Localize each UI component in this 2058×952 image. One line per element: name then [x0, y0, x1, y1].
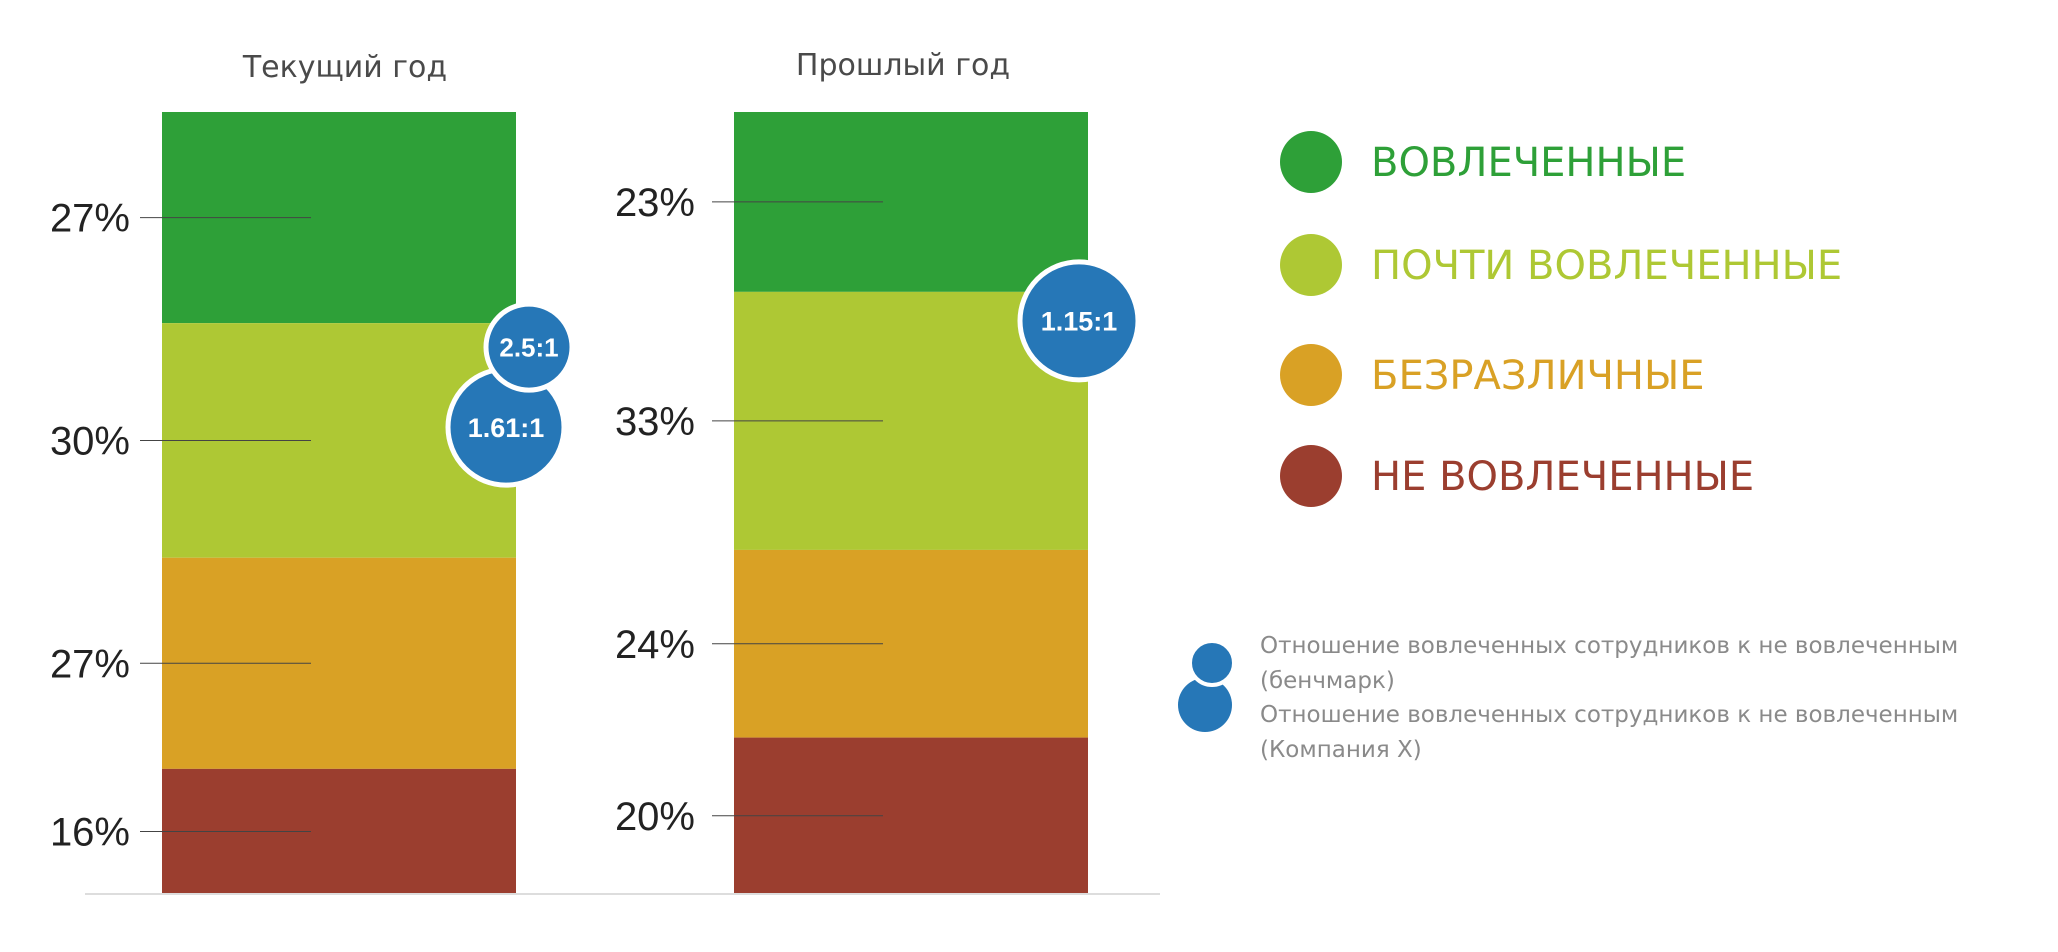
legend-item-0: ВОВЛЕЧЕННЫЕ — [1280, 131, 1686, 193]
legend-swatch-1 — [1280, 234, 1342, 296]
ratio-company-current: 1.61:1 — [445, 366, 567, 488]
percent-label-c0-s3: 16% — [50, 810, 130, 854]
label-leader-lines — [140, 201, 883, 832]
ratio-markers: 1.61:1 2.5:1 1.15:1 — [445, 259, 1141, 488]
legend: ВОВЛЕЧЕННЫЕ ПОЧТИ ВОВЛЕЧЕННЫЕ БЕЗРАЗЛИЧНЫЕ… — [1280, 131, 1842, 507]
ratio-company-previous: 1.15:1 — [1017, 259, 1141, 383]
legend-label-3: НЕ ВОВЛЕЧЕННЫЕ — [1371, 454, 1754, 500]
column-title-previous: Прошлый год — [796, 48, 1010, 83]
percent-label-c0-s1: 30% — [50, 419, 130, 463]
legend-label-0: ВОВЛЕЧЕННЫЕ — [1371, 140, 1686, 186]
ratio-legend-company-marker-icon — [1178, 678, 1232, 732]
ratio-benchmark-current: 2.5:1 — [483, 301, 575, 393]
column-title-current: Текущий год — [242, 50, 447, 85]
ratio-benchmark-current-label: 2.5:1 — [499, 333, 558, 363]
percent-label-c1-s0: 23% — [615, 181, 695, 225]
legend-swatch-3 — [1280, 445, 1342, 507]
ratio-legend-benchmark-line-1: Отношение вовлеченных сотрудников к не в… — [1260, 633, 1958, 659]
ratio-company-current-label: 1.61:1 — [468, 413, 545, 443]
ratio-legend-company-line-2: (Компания X) — [1260, 737, 1422, 763]
ratio-company-previous-label: 1.15:1 — [1041, 307, 1118, 337]
ratio-legend-company-line-1: Отношение вовлеченных сотрудников к не в… — [1260, 702, 1958, 728]
ratio-legend: Отношение вовлеченных сотрудников к не в… — [1178, 633, 1958, 763]
ratio-benchmark-current-circle — [483, 301, 575, 393]
legend-label-2: БЕЗРАЗЛИЧНЫЕ — [1371, 353, 1705, 399]
column-titles: Текущий год Прошлый год — [242, 48, 1010, 85]
percent-label-c0-s2: 27% — [50, 642, 130, 686]
percent-labels: 27% 30% 27% 16% 23% 33% 24% 20% — [50, 181, 695, 855]
ratio-company-previous-circle — [1017, 259, 1141, 383]
percent-label-c1-s2: 24% — [615, 623, 695, 667]
legend-item-2: БЕЗРАЗЛИЧНЫЕ — [1280, 344, 1705, 406]
percent-label-c1-s1: 33% — [615, 400, 695, 444]
legend-item-1: ПОЧТИ ВОВЛЕЧЕННЫЕ — [1280, 234, 1842, 296]
legend-item-3: НЕ ВОВЛЕЧЕННЫЕ — [1280, 445, 1754, 507]
ratio-legend-benchmark-marker-icon — [1188, 639, 1236, 687]
legend-swatch-2 — [1280, 344, 1342, 406]
percent-label-c1-s3: 20% — [615, 795, 695, 839]
legend-swatch-0 — [1280, 131, 1342, 193]
ratio-legend-benchmark-line-2: (бенчмарк) — [1260, 668, 1395, 694]
percent-label-c0-s0: 27% — [50, 197, 130, 241]
legend-label-1: ПОЧТИ ВОВЛЕЧЕННЫЕ — [1371, 243, 1842, 289]
stacked-bars — [162, 112, 1088, 894]
